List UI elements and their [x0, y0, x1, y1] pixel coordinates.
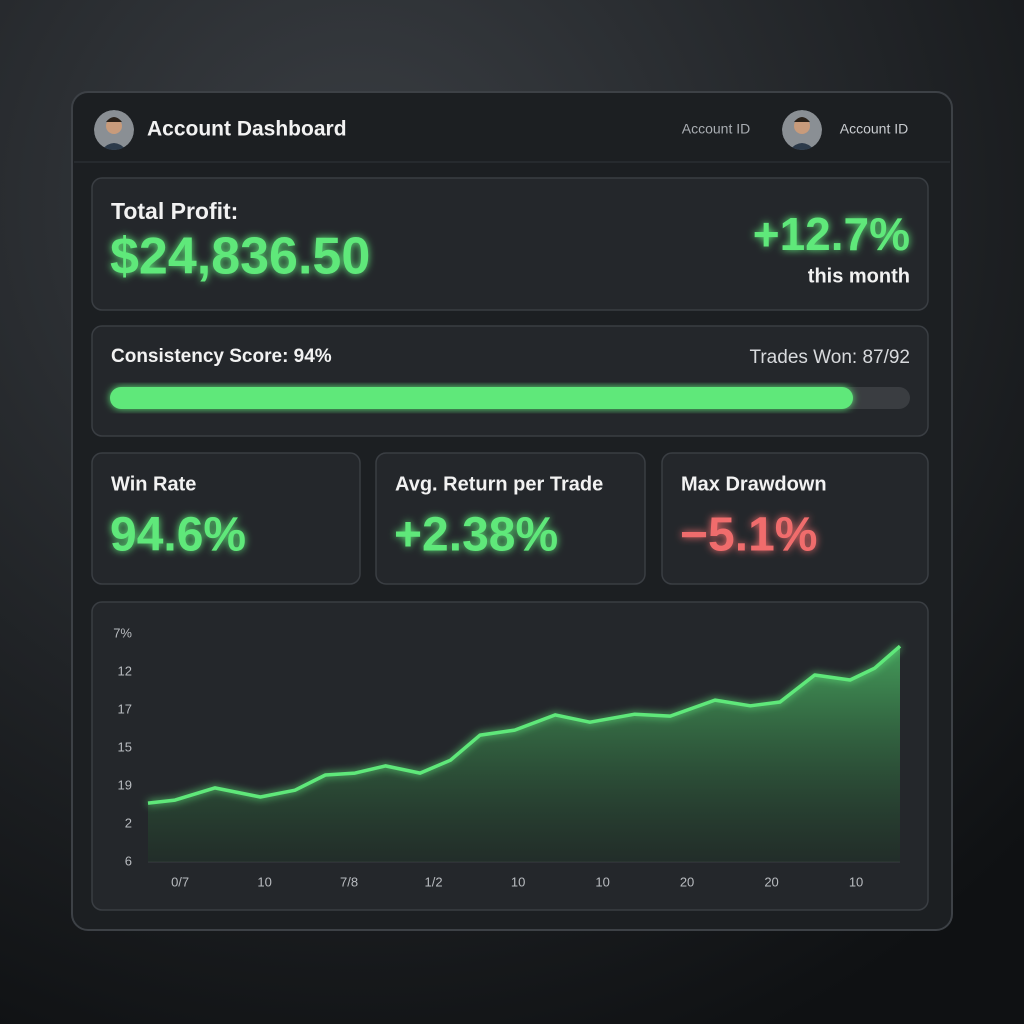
y-tick-label: 19 [118, 777, 132, 792]
header-title: Account Dashboard [147, 118, 347, 141]
stat-label: Max Drawdown [681, 473, 827, 495]
x-tick-label: 10 [257, 874, 271, 889]
progress-fill [110, 387, 853, 409]
y-tick-label: 7% [113, 625, 132, 640]
stat-value: 94.6% [110, 509, 246, 562]
stat-value: −5.1% [680, 509, 817, 562]
trades-won: Trades Won: 87/92 [749, 347, 910, 368]
y-tick-label: 6 [125, 853, 132, 868]
chart: 6 2 19 15 17 12 7% 0/7 10 7/8 1/2 10 10 20 20 10 [113, 625, 902, 889]
x-tick-label: 1/2 [425, 874, 443, 889]
avatar [94, 110, 134, 150]
area [148, 646, 900, 862]
stat-label: Win Rate [111, 473, 196, 495]
y-tick-label: 2 [125, 815, 132, 830]
profit-change: +12.7% [753, 208, 910, 260]
x-tick-label: 20 [680, 874, 694, 889]
y-tick-label: 12 [118, 663, 132, 678]
profit-period: this month [808, 265, 910, 287]
x-tick-label: 10 [849, 874, 863, 889]
x-tick-label: 0/7 [171, 874, 189, 889]
stat-label: Avg. Return per Trade [395, 473, 603, 495]
stats: Win Rate 94.6% Avg. Return per Trade +2.38%… [91, 452, 929, 585]
x-tick-label: 10 [595, 874, 609, 889]
stat-card [661, 452, 929, 585]
y-tick-label: 17 [118, 701, 132, 716]
line [147, 644, 902, 805]
y-tick-label: 15 [118, 739, 132, 754]
account-id: Account ID [840, 121, 908, 137]
x-tick-label: 10 [511, 874, 525, 889]
stat-card [91, 452, 361, 585]
stat-card [375, 452, 646, 585]
consistency-card [91, 325, 929, 437]
account-id: Account ID [682, 121, 750, 137]
consistency-label: Consistency Score: 94% [111, 346, 332, 367]
stat-value: +2.38% [394, 509, 558, 562]
x-tick-label: 20 [764, 874, 778, 889]
x-tick-label: 7/8 [340, 874, 358, 889]
profit-value: $24,836.50 [110, 228, 370, 286]
profit-card [91, 177, 929, 311]
profit-label: Total Profit: [111, 198, 238, 224]
